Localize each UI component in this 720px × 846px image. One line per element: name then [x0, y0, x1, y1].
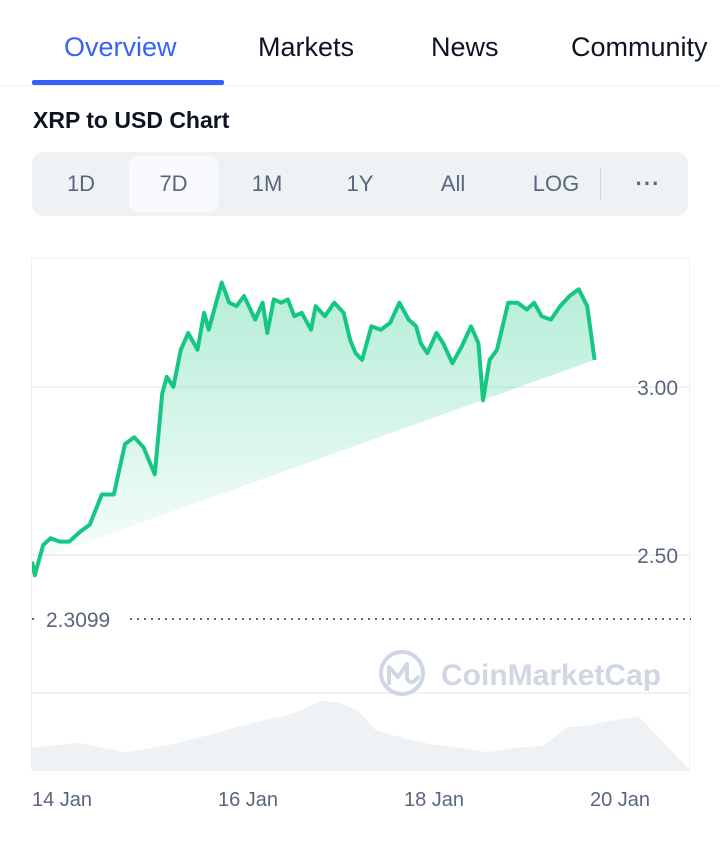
price-line: [32, 280, 597, 578]
range-button-log[interactable]: LOG: [532, 171, 580, 196]
tab-news[interactable]: News: [431, 32, 499, 62]
volume-area: [32, 700, 691, 771]
x-tick-label-18-jan: 18 Jan: [404, 789, 465, 811]
price-area-fill: [32, 282, 595, 576]
price-chart-area[interactable]: 2.3099 3.00 2.50 CoinMarketCap: [31, 258, 691, 771]
range-button-all[interactable]: All: [440, 171, 466, 196]
x-tick-label-14-jan: 14 Jan: [32, 789, 93, 811]
y-tick-label-2-50: 2.50: [637, 545, 678, 568]
tab-overview[interactable]: Overview: [64, 32, 177, 62]
chart-title: XRP to USD Chart: [33, 107, 230, 133]
coinmarketcap-watermark: CoinMarketCap: [379, 650, 661, 696]
more-options-button[interactable]: ···: [635, 171, 661, 196]
y-tick-label-3-00: 3.00: [637, 377, 678, 400]
reference-price-label: 2.3099: [46, 609, 110, 632]
tab-bar: Overview Markets News Community: [0, 0, 720, 86]
time-range-selector: 1D 7D 1M 1Y All LOG ···: [32, 152, 688, 216]
x-tick-label-16-jan: 16 Jan: [218, 789, 279, 811]
range-button-1m[interactable]: 1M: [251, 171, 283, 196]
tab-community[interactable]: Community: [571, 32, 708, 62]
coinmarketcap-logo-icon: [379, 650, 425, 696]
range-button-7d[interactable]: 7D: [129, 156, 218, 212]
range-button-1y[interactable]: 1Y: [346, 171, 374, 196]
active-tab-indicator: [32, 80, 224, 85]
tab-markets[interactable]: Markets: [258, 32, 355, 62]
x-tick-label-20-jan: 20 Jan: [590, 789, 651, 811]
range-divider: [600, 168, 601, 200]
price-chart[interactable]: 2.3099 3.00 2.50 CoinMarketCap: [32, 259, 691, 771]
watermark-text: CoinMarketCap: [441, 659, 661, 692]
reference-price-label-bg: [38, 603, 128, 636]
range-button-1d[interactable]: 1D: [66, 171, 96, 196]
coinmarketcap-logo-mark-icon: [387, 662, 420, 685]
